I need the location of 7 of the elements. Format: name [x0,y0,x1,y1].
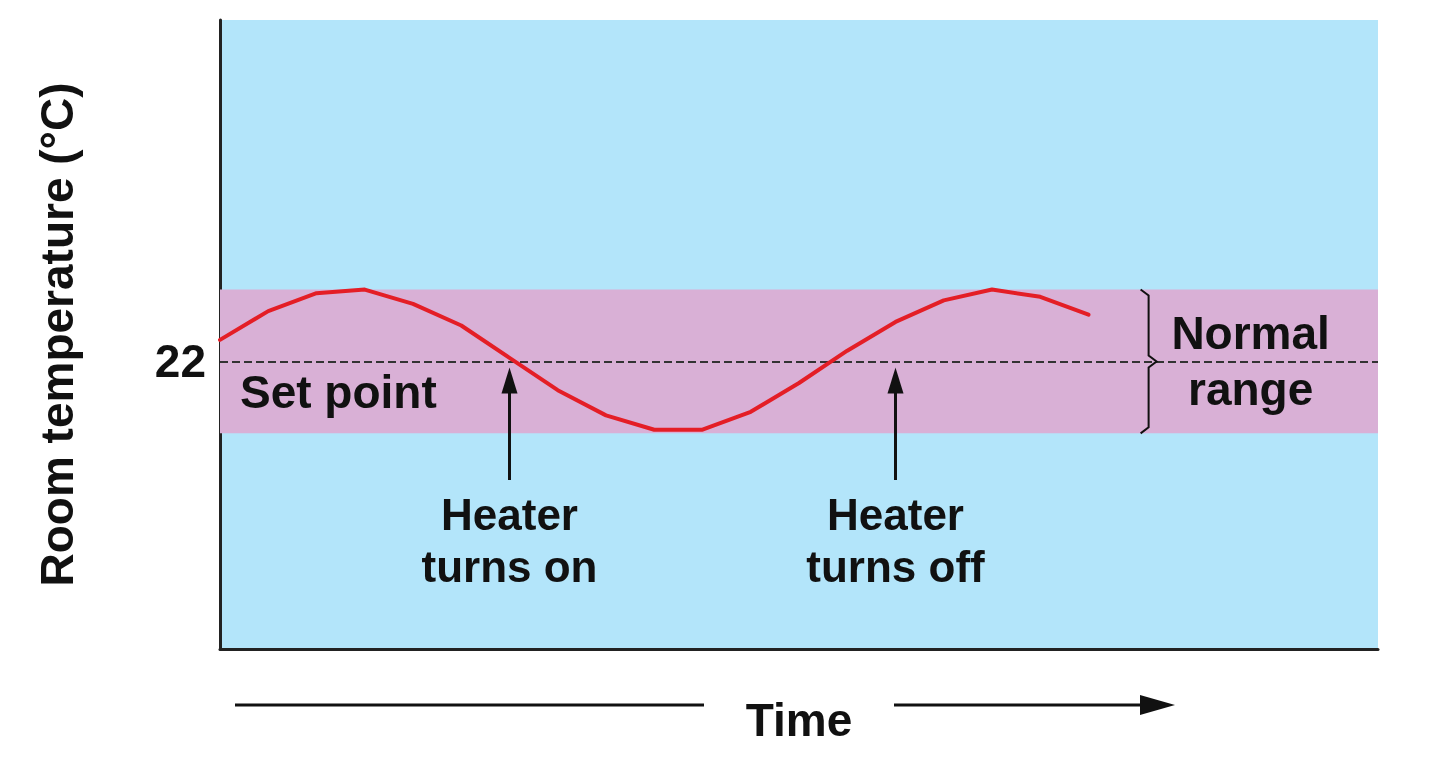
text: 22 [154,335,206,388]
band-label: Normal range [1171,307,1330,416]
y-axis-title: Room temperature (°C) [31,82,83,587]
annotation: Heater turns on [421,489,598,591]
x-axis-title: Time [745,694,853,746]
annotation: Heater turns off [806,489,986,591]
ref-line-label: Set point [240,366,437,419]
